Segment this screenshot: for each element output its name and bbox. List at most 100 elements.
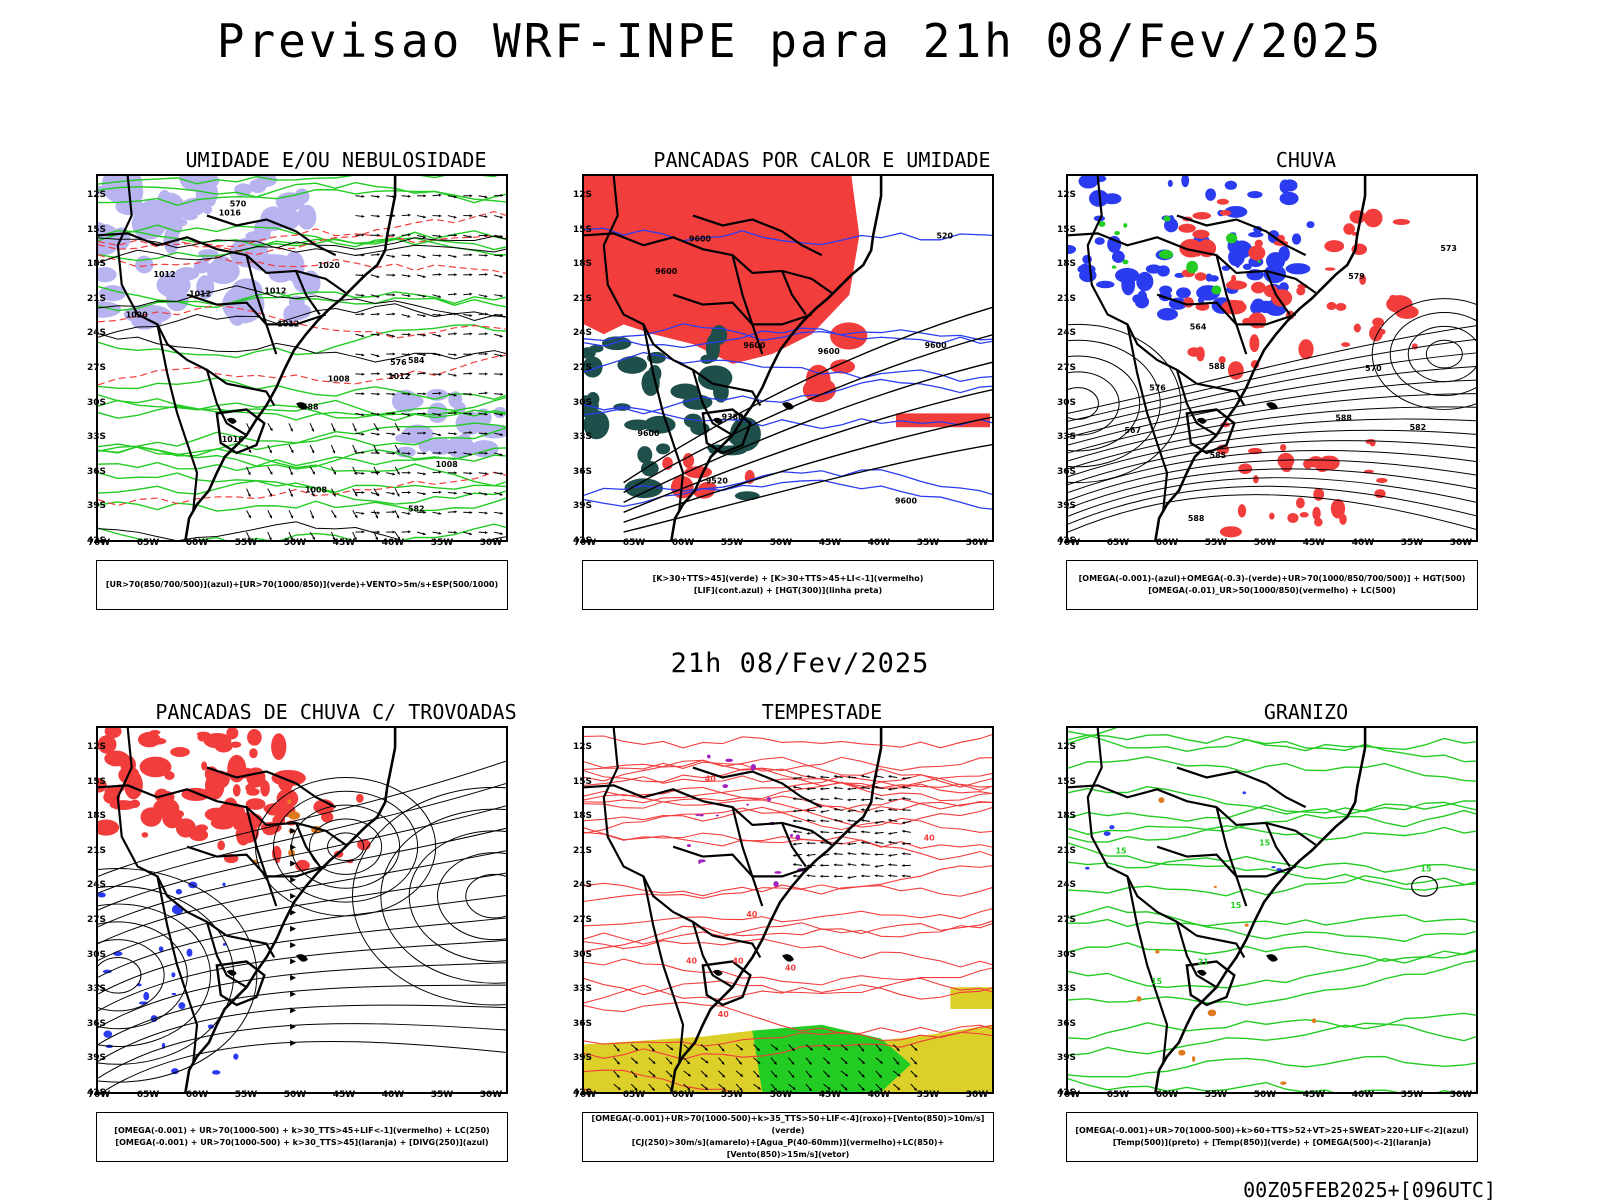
panel-title: CHUVA: [1066, 148, 1546, 172]
longitude-tick-label: 55W: [1201, 538, 1231, 548]
longitude-tick-label: 60W: [668, 1090, 698, 1100]
contour-label: 9600: [655, 267, 678, 276]
contour-label: 579: [1348, 272, 1365, 281]
latitude-tick-label: 30S: [564, 398, 592, 408]
longitude-tick-label: 50W: [280, 1090, 310, 1100]
latitude-tick-label: 27S: [1048, 363, 1076, 373]
latitude-tick-label: 18S: [1048, 811, 1076, 821]
latitude-tick-label: 15S: [564, 777, 592, 787]
latitude-tick-label: 24S: [78, 328, 106, 338]
latitude-tick-label: 39S: [564, 501, 592, 511]
latitude-tick-label: 33S: [564, 432, 592, 442]
contour-label: 1008: [436, 460, 459, 469]
main-title: Previsao WRF-INPE para 21h 08/Fev/2025: [0, 14, 1600, 68]
contour-label: 588: [1335, 413, 1352, 422]
panel-legend: [OMEGA(-0.001)-(azul)+OMEGA(-0.3)-(verde…: [1066, 560, 1478, 610]
latitude-tick-label: 12S: [564, 742, 592, 752]
contour-label: 40: [785, 963, 797, 972]
contour-label: 576: [1149, 384, 1166, 393]
latitude-tick-label: 27S: [78, 915, 106, 925]
latitude-tick-label: 39S: [78, 1053, 106, 1063]
latitude-tick-label: 18S: [78, 811, 106, 821]
longitude-tick-label: 60W: [1152, 1090, 1182, 1100]
latitude-tick-label: 33S: [78, 432, 106, 442]
longitude-tick-label: 45W: [815, 538, 845, 548]
panel-legend: [OMEGA(-0.001) + UR>70(1000-500) + k>30_…: [96, 1112, 508, 1162]
contour-label: 570: [1365, 364, 1382, 373]
longitude-tick-label: 60W: [182, 538, 212, 548]
latitude-tick-label: 24S: [1048, 328, 1076, 338]
longitude-tick-label: 30W: [476, 1090, 506, 1100]
contour-label: 40: [924, 834, 936, 843]
map-field: 1012101210121016101610201020100810081012…: [98, 176, 506, 540]
contour-label: 1016: [222, 435, 245, 444]
longitude-tick-label: 40W: [1348, 538, 1378, 548]
longitude-tick-label: 35W: [427, 1090, 457, 1100]
latitude-tick-label: 15S: [78, 225, 106, 235]
latitude-tick-label: 30S: [1048, 398, 1076, 408]
longitude-tick-label: 40W: [864, 1090, 894, 1100]
contour-label: 15: [1421, 864, 1432, 873]
longitude-tick-label: 65W: [1103, 1090, 1133, 1100]
latitude-tick-label: 15S: [1048, 777, 1076, 787]
contour-label: 588: [1209, 362, 1226, 371]
longitude-tick-label: 45W: [1299, 1090, 1329, 1100]
longitude-tick-label: 30W: [962, 538, 992, 548]
latitude-tick-label: 15S: [564, 225, 592, 235]
legend-line: [K>30+TTS>45](verde) + [K>30+TTS>45+LI<-…: [587, 573, 989, 585]
contour-label: 15: [1116, 847, 1127, 856]
latitude-tick-label: 24S: [1048, 880, 1076, 890]
run-timestamp: 00Z05FEB2025+[096UTC]: [1243, 1178, 1496, 1202]
contour-label: 584: [408, 356, 425, 365]
longitude-tick-label: 65W: [619, 538, 649, 548]
panel-title: PANCADAS DE CHUVA C/ TROVOADAS: [96, 700, 576, 724]
contour-label: 588: [1188, 514, 1205, 523]
latitude-tick-label: 36S: [78, 1019, 106, 1029]
panel-title: UMIDADE E/OU NEBULOSIDADE: [96, 148, 576, 172]
contour-label: 1012: [189, 290, 211, 299]
longitude-tick-label: 40W: [1348, 1090, 1378, 1100]
longitude-tick-label: 50W: [1250, 538, 1280, 548]
longitude-tick-label: 35W: [913, 538, 943, 548]
longitude-tick-label: 55W: [1201, 1090, 1231, 1100]
legend-line: [LIF](cont.azul) + [HGT(300)](linha pret…: [587, 585, 989, 597]
longitude-tick-label: 50W: [1250, 1090, 1280, 1100]
contour-label: 15: [1151, 977, 1162, 986]
longitude-tick-label: 45W: [1299, 538, 1329, 548]
latitude-tick-label: 12S: [1048, 742, 1076, 752]
latitude-tick-label: 39S: [78, 501, 106, 511]
panel-legend: [K>30+TTS>45](verde) + [K>30+TTS>45+LI<-…: [582, 560, 994, 610]
contour-label: 582: [1410, 423, 1427, 432]
longitude-tick-label: 30W: [962, 1090, 992, 1100]
legend-line: [UR>70(850/700/500)](azul)+[UR>70(1000/8…: [101, 579, 503, 591]
contour-label: 1016: [219, 209, 242, 218]
legend-line: [Temp(500)](preto) + [Temp(850)](verde) …: [1071, 1137, 1473, 1149]
longitude-tick-label: 70W: [84, 1090, 114, 1100]
latitude-tick-label: 27S: [564, 915, 592, 925]
longitude-tick-label: 65W: [619, 1090, 649, 1100]
latitude-tick-label: 24S: [78, 880, 106, 890]
latitude-tick-label: 33S: [564, 984, 592, 994]
legend-line: [OMEGA(-0.001) + UR>70(1000-500) + k>30_…: [101, 1125, 503, 1137]
valid-time-title: 21h 08/Fev/2025: [0, 648, 1600, 679]
latitude-tick-label: 30S: [78, 398, 106, 408]
latitude-tick-label: 24S: [564, 880, 592, 890]
latitude-tick-label: 21S: [564, 294, 592, 304]
longitude-tick-label: 60W: [1152, 538, 1182, 548]
panel-legend: [UR>70(850/700/500)](azul)+[UR>70(1000/8…: [96, 560, 508, 610]
latitude-tick-label: 15S: [78, 777, 106, 787]
latitude-tick-label: 21S: [1048, 294, 1076, 304]
longitude-tick-label: 50W: [280, 538, 310, 548]
latitude-tick-label: 36S: [1048, 467, 1076, 477]
latitude-tick-label: 12S: [78, 742, 106, 752]
latitude-tick-label: 27S: [564, 363, 592, 373]
contour-label: 564: [1190, 322, 1207, 331]
panel-title: PANCADAS POR CALOR E UMIDADE: [582, 148, 1062, 172]
map-field: [98, 728, 506, 1092]
contour-label: 1012: [153, 270, 175, 279]
contour-label: 9600: [637, 429, 660, 438]
